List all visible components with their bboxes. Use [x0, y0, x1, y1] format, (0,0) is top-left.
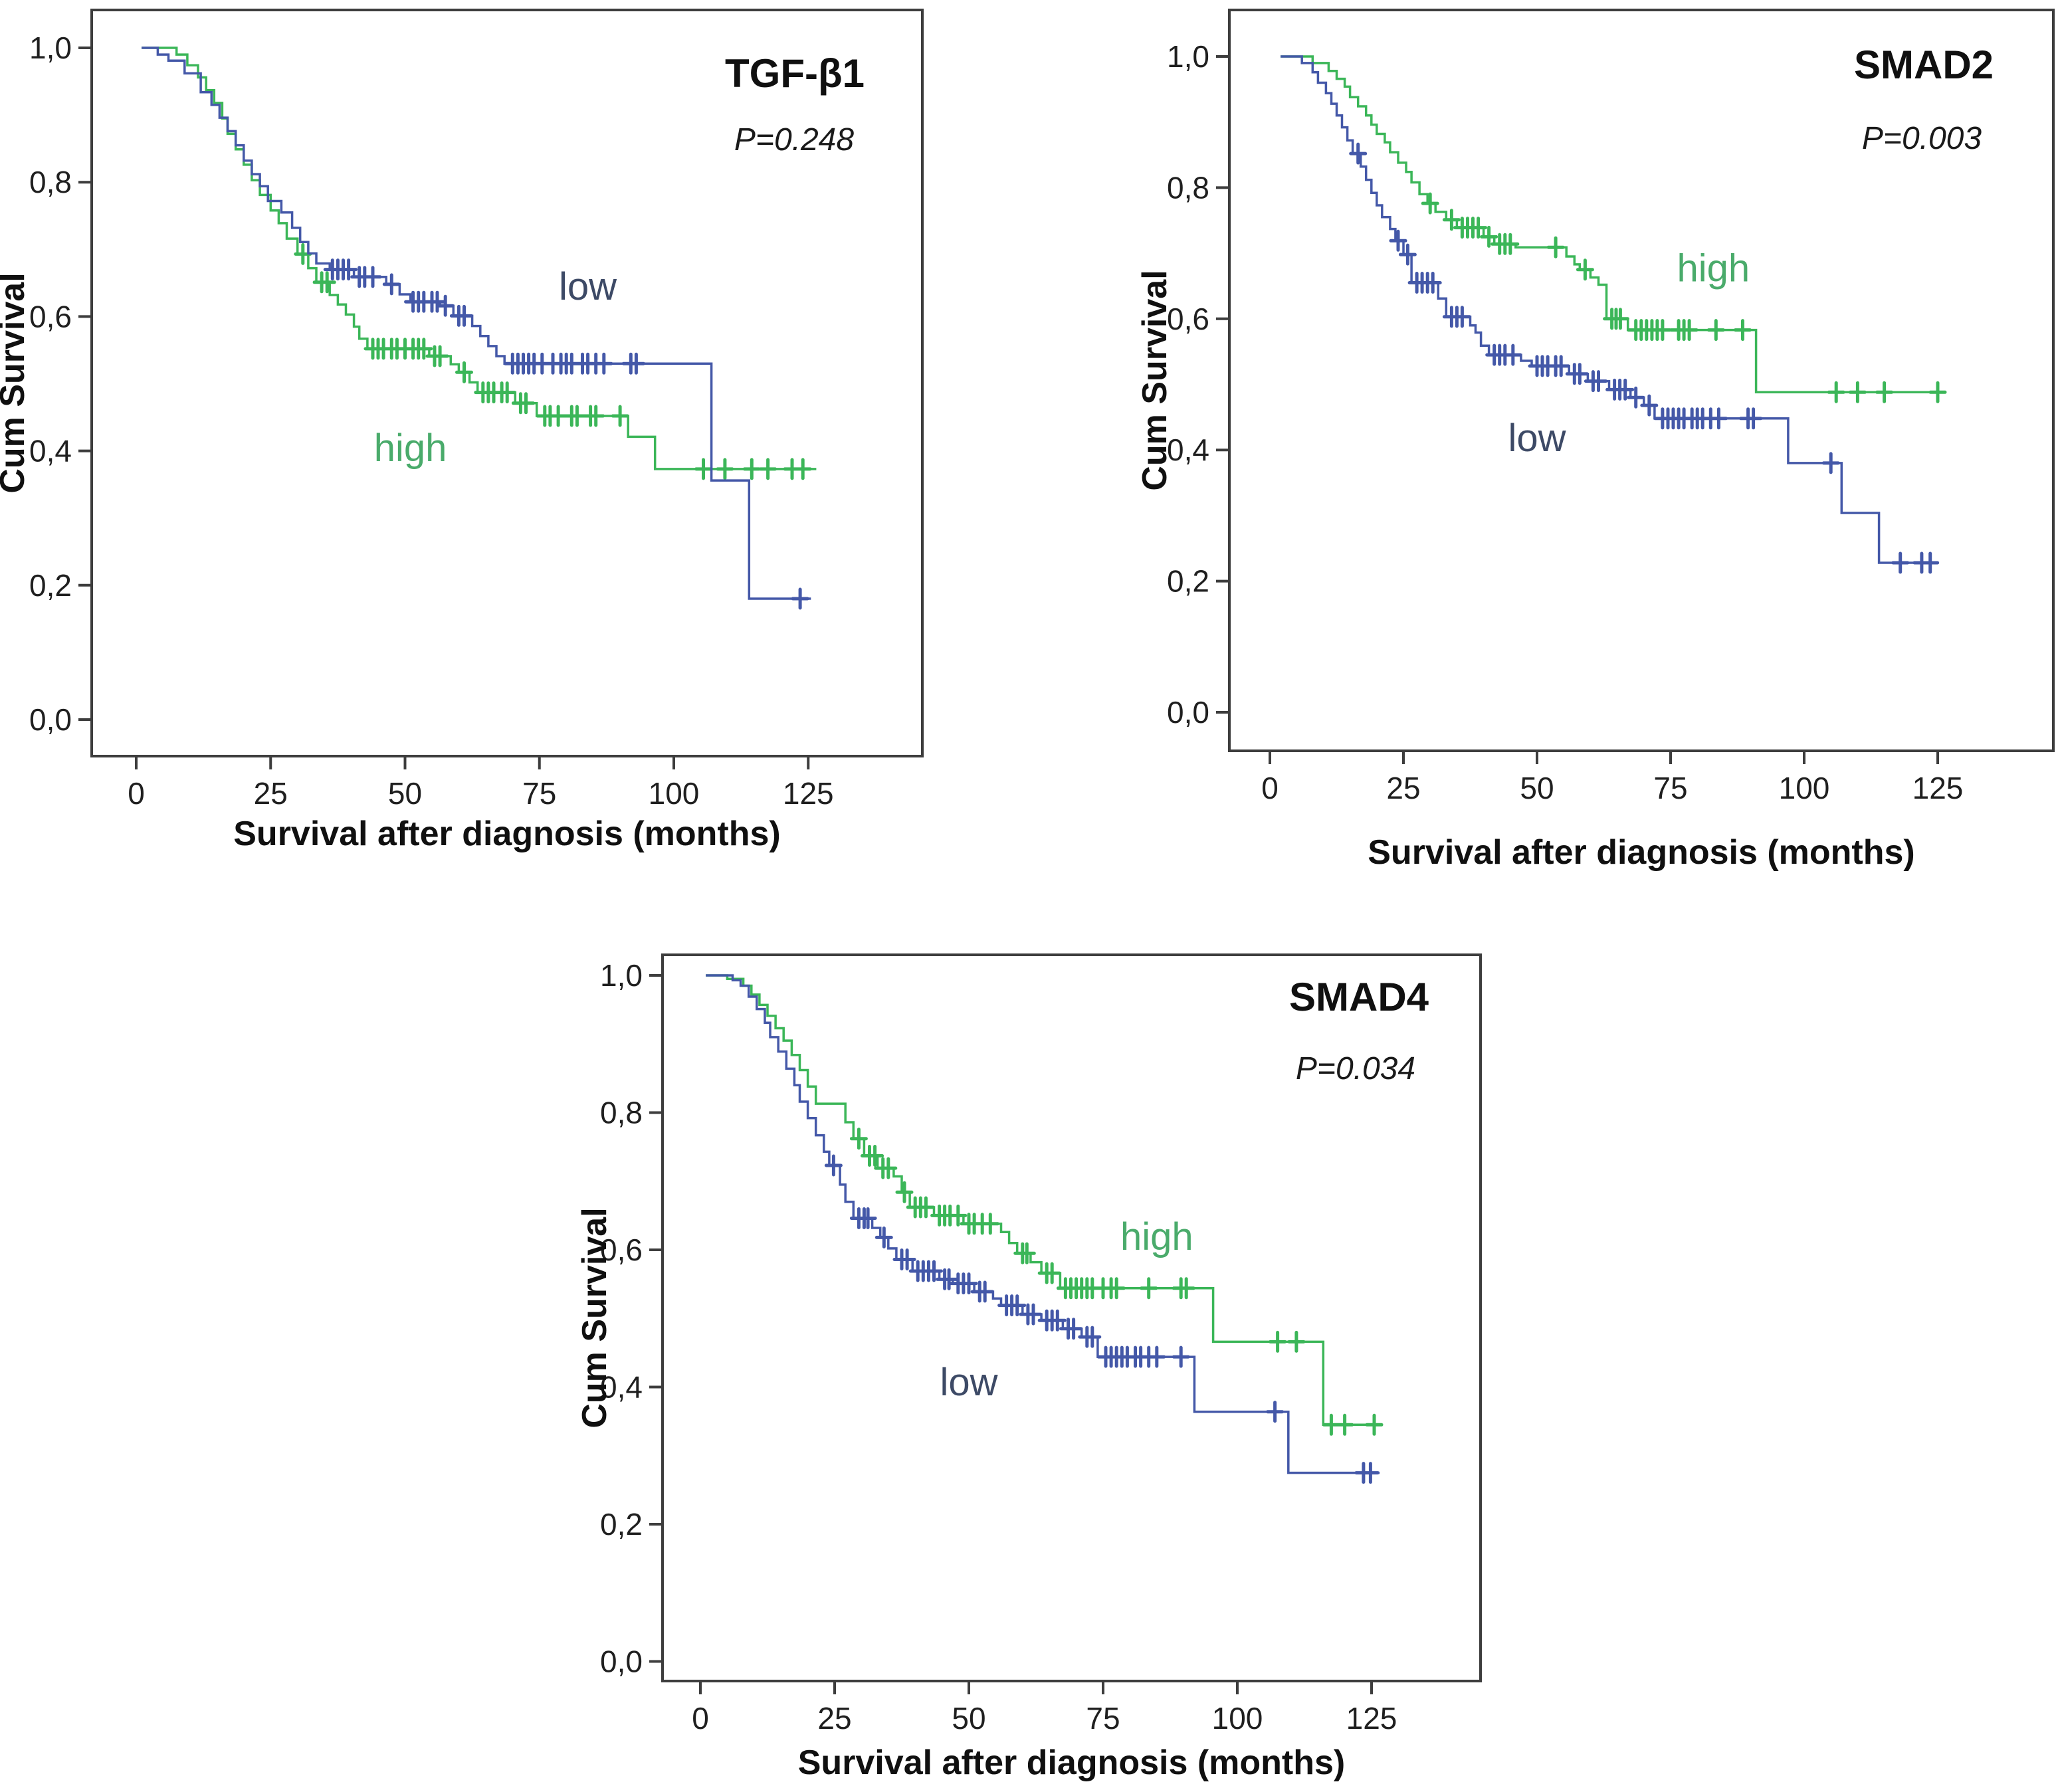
y-tick-label: 0,4: [1167, 433, 1209, 467]
series-high-censor-marks: [849, 1128, 1384, 1436]
x-tick-label: 25: [817, 1701, 851, 1736]
series-low-line: [706, 974, 1380, 1474]
x-tick-label: 25: [1386, 771, 1420, 805]
y-tick-label: 0,8: [1167, 170, 1209, 205]
series-low-censor-marks: [1349, 142, 1940, 574]
x-tick-label: 125: [1346, 1701, 1397, 1736]
series-low-censor-marks: [824, 1154, 1380, 1484]
x-axis-title: Survival after diagnosis (months): [798, 1743, 1346, 1782]
series-low-line: [142, 47, 811, 600]
y-tick-label: 0,6: [1167, 302, 1209, 336]
x-tick-label: 75: [1653, 771, 1687, 805]
y-tick-label: 0,6: [29, 299, 72, 334]
x-tick-label: 50: [388, 776, 422, 811]
series-low-label: low: [940, 1361, 998, 1404]
x-axis-title: Survival after diagnosis (months): [233, 815, 781, 853]
series-low-label: low: [1508, 417, 1566, 460]
x-tick-label: 50: [952, 1701, 985, 1736]
y-tick-label: 0,4: [29, 434, 72, 468]
x-tick-label: 0: [1261, 771, 1279, 805]
y-tick-label: 0,8: [29, 165, 72, 199]
series-high-line: [1281, 55, 1943, 394]
series-low-label: low: [559, 265, 617, 308]
y-axis-title: Cum Survival: [0, 272, 32, 493]
y-tick-label: 0,2: [1167, 564, 1209, 599]
y-tick-label: 1,0: [600, 958, 643, 993]
chart-title: SMAD4: [1289, 975, 1429, 1019]
y-axis-title: Cum Survival: [1136, 270, 1174, 490]
x-tick-label: 125: [1912, 771, 1964, 805]
series-high-censor-marks: [1421, 192, 1947, 403]
y-tick-label: 0,6: [600, 1233, 643, 1267]
series-high-line: [706, 974, 1380, 1427]
km-chart-tgfb1: 1,0 0,8 0,6 0,4 0,2 0,0 0 25 50 75 100 125Survival …: [0, 9, 924, 853]
series-high-label: high: [1120, 1215, 1193, 1258]
series-high-censor-marks: [294, 243, 812, 480]
x-tick-label: 0: [692, 1701, 709, 1736]
x-axis-title: Survival after diagnosis (months): [1368, 833, 1915, 872]
y-tick-label: 1,0: [1167, 39, 1209, 74]
x-tick-label: 125: [783, 776, 834, 811]
km-chart-smad4: 1,0 0,8 0,6 0,4 0,2 0,0 0 25 50 75 100 125Survival …: [575, 953, 1482, 1782]
plot-area-border: [661, 953, 1482, 1682]
x-tick-label: 75: [522, 776, 556, 811]
y-tick-label: 1,0: [29, 31, 72, 65]
y-tick-label: 0,2: [600, 1507, 643, 1542]
x-tick-label: 100: [1779, 771, 1830, 805]
series-high-label: high: [1677, 247, 1750, 290]
series-high-label: high: [374, 427, 447, 470]
p-value: P=0.248: [734, 122, 854, 157]
y-tick-label: 0,8: [600, 1096, 643, 1130]
x-tick-label: 100: [1212, 1701, 1263, 1736]
y-tick-label: 0,2: [29, 568, 72, 603]
y-tick-label: 0,0: [29, 702, 72, 737]
x-tick-label: 75: [1086, 1701, 1120, 1736]
plot-area-border: [90, 9, 924, 757]
chart-title: SMAD2: [1854, 43, 1994, 87]
x-tick-label: 100: [649, 776, 700, 811]
y-axis-title: Cum Survival: [575, 1207, 614, 1428]
series-low-line: [1281, 55, 1938, 564]
y-tick-label: 0,4: [600, 1370, 643, 1405]
y-tick-label: 0,0: [600, 1644, 643, 1679]
x-tick-label: 50: [1520, 771, 1554, 805]
series-high-line: [142, 47, 817, 470]
km-chart-smad2: 1,0 0,8 0,6 0,4 0,2 0,0 0 25 50 75 100 125 Survival …: [1136, 9, 2055, 872]
plot-area-border: [1228, 9, 2055, 752]
chart-title: TGF-β1: [725, 51, 865, 96]
x-tick-label: 0: [128, 776, 145, 811]
x-tick-label: 25: [254, 776, 288, 811]
p-value: P=0.034: [1296, 1051, 1415, 1086]
y-tick-label: 0,0: [1167, 695, 1209, 730]
series-low-censor-marks: [323, 258, 809, 610]
p-value: P=0.003: [1862, 121, 1982, 156]
